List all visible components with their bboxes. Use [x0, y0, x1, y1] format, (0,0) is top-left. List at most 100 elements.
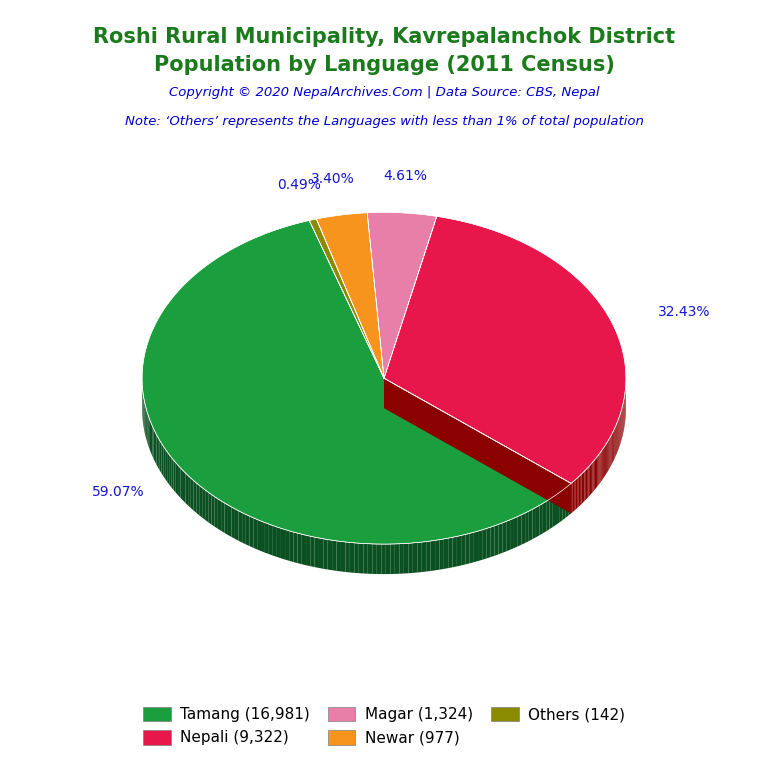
- Polygon shape: [601, 449, 603, 481]
- Polygon shape: [285, 530, 290, 561]
- Polygon shape: [231, 507, 235, 539]
- Polygon shape: [180, 468, 183, 501]
- Polygon shape: [350, 542, 354, 573]
- Polygon shape: [439, 539, 444, 570]
- Polygon shape: [269, 524, 273, 555]
- Polygon shape: [281, 528, 285, 560]
- Polygon shape: [208, 492, 211, 525]
- Polygon shape: [426, 541, 431, 571]
- Polygon shape: [562, 488, 565, 521]
- Polygon shape: [186, 473, 188, 505]
- Polygon shape: [576, 478, 578, 509]
- Polygon shape: [586, 468, 588, 500]
- Polygon shape: [611, 433, 612, 465]
- Polygon shape: [310, 536, 315, 567]
- Polygon shape: [584, 470, 586, 501]
- Polygon shape: [277, 527, 281, 558]
- Polygon shape: [470, 532, 474, 564]
- Polygon shape: [158, 438, 160, 471]
- Polygon shape: [205, 490, 208, 522]
- Polygon shape: [550, 497, 553, 529]
- Polygon shape: [594, 459, 595, 491]
- Polygon shape: [367, 213, 437, 378]
- Polygon shape: [265, 523, 269, 554]
- Text: 3.40%: 3.40%: [311, 172, 355, 186]
- Polygon shape: [613, 430, 614, 462]
- Polygon shape: [332, 540, 336, 571]
- Text: 0.49%: 0.49%: [276, 178, 320, 192]
- Polygon shape: [495, 525, 498, 556]
- Polygon shape: [377, 544, 382, 574]
- Polygon shape: [310, 219, 384, 378]
- Polygon shape: [568, 483, 571, 516]
- Polygon shape: [409, 543, 413, 573]
- Polygon shape: [605, 445, 606, 476]
- Polygon shape: [319, 538, 323, 569]
- Polygon shape: [449, 538, 452, 568]
- Polygon shape: [176, 462, 178, 495]
- Text: Note: ‘Others’ represents the Languages with less than 1% of total population: Note: ‘Others’ represents the Languages …: [124, 115, 644, 128]
- Text: 4.61%: 4.61%: [384, 170, 428, 184]
- Polygon shape: [228, 505, 231, 537]
- Polygon shape: [607, 440, 609, 472]
- Polygon shape: [160, 441, 161, 473]
- Polygon shape: [164, 446, 165, 479]
- Polygon shape: [253, 518, 257, 549]
- Polygon shape: [559, 491, 562, 522]
- Polygon shape: [536, 505, 539, 538]
- Polygon shape: [543, 502, 546, 533]
- Polygon shape: [609, 438, 610, 470]
- Polygon shape: [465, 534, 470, 564]
- Polygon shape: [529, 509, 532, 541]
- Polygon shape: [553, 495, 556, 527]
- Text: Copyright © 2020 NepalArchives.Com | Data Source: CBS, Nepal: Copyright © 2020 NepalArchives.Com | Dat…: [169, 86, 599, 99]
- Polygon shape: [518, 515, 521, 546]
- Polygon shape: [235, 509, 239, 541]
- Polygon shape: [147, 414, 149, 447]
- Polygon shape: [598, 454, 600, 485]
- Polygon shape: [149, 417, 150, 450]
- Polygon shape: [588, 465, 590, 497]
- Polygon shape: [242, 512, 246, 545]
- Polygon shape: [306, 535, 310, 566]
- Polygon shape: [346, 542, 350, 572]
- Polygon shape: [565, 486, 568, 518]
- Polygon shape: [169, 455, 171, 487]
- Polygon shape: [413, 542, 417, 573]
- Polygon shape: [506, 520, 510, 551]
- Polygon shape: [368, 544, 372, 574]
- Polygon shape: [390, 544, 395, 574]
- Polygon shape: [224, 503, 228, 535]
- Polygon shape: [316, 213, 384, 378]
- Polygon shape: [363, 544, 368, 574]
- Text: Roshi Rural Municipality, Kavrepalanchok District: Roshi Rural Municipality, Kavrepalanchok…: [93, 27, 675, 47]
- Polygon shape: [595, 458, 596, 489]
- Polygon shape: [583, 471, 584, 502]
- Polygon shape: [336, 541, 341, 571]
- Polygon shape: [194, 481, 197, 513]
- Polygon shape: [404, 543, 409, 574]
- Polygon shape: [261, 521, 265, 553]
- Polygon shape: [574, 479, 576, 511]
- Polygon shape: [592, 461, 594, 492]
- Polygon shape: [596, 457, 598, 488]
- Polygon shape: [612, 432, 613, 463]
- Polygon shape: [510, 518, 514, 550]
- Polygon shape: [250, 516, 253, 548]
- Polygon shape: [151, 423, 152, 456]
- Polygon shape: [315, 537, 319, 568]
- Polygon shape: [246, 515, 250, 546]
- Polygon shape: [578, 477, 579, 508]
- Polygon shape: [539, 503, 543, 535]
- Polygon shape: [161, 443, 164, 476]
- Polygon shape: [239, 511, 242, 542]
- Polygon shape: [452, 536, 457, 568]
- Polygon shape: [341, 541, 346, 572]
- Polygon shape: [382, 544, 386, 574]
- Polygon shape: [486, 528, 490, 558]
- Polygon shape: [457, 535, 461, 566]
- Polygon shape: [444, 538, 449, 569]
- Polygon shape: [546, 499, 550, 531]
- Polygon shape: [384, 217, 626, 483]
- Polygon shape: [573, 481, 574, 512]
